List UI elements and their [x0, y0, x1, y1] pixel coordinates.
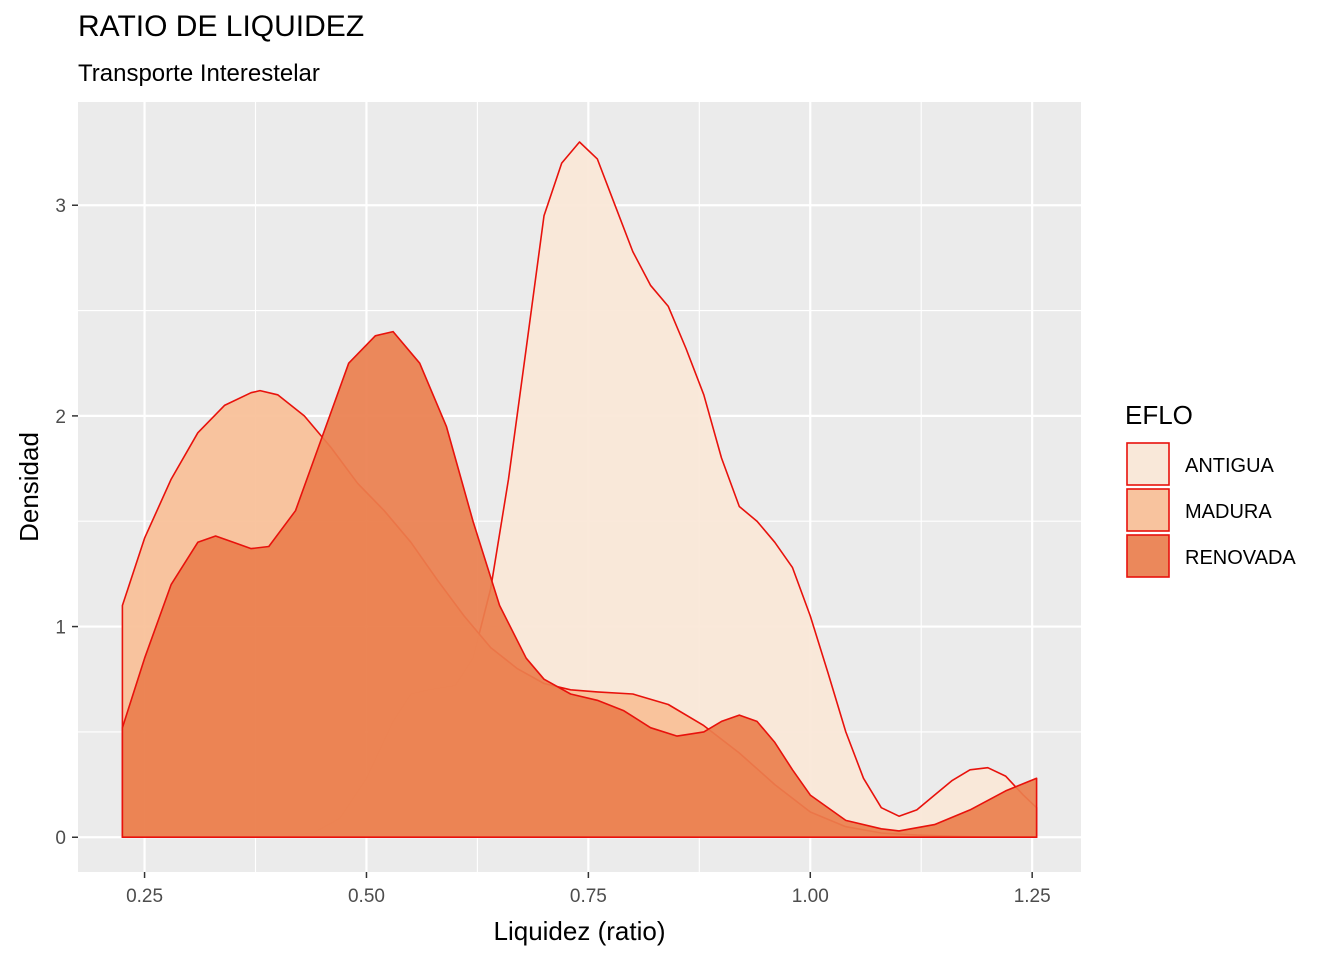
y-tick-label: 0 [55, 828, 66, 849]
y-tick-label: 1 [55, 618, 66, 639]
x-tick-label: 0.75 [570, 886, 607, 907]
x-axis-title: Liquidez (ratio) [494, 916, 666, 946]
y-axis: 0 1 2 3 [55, 196, 78, 849]
x-tick-label: 1.25 [1014, 886, 1051, 907]
legend-label: RENOVADA [1185, 547, 1296, 569]
y-axis-title: Densidad [14, 432, 44, 542]
chart-title: RATIO DE LIQUIDEZ [78, 10, 365, 43]
y-tick-label: 2 [55, 407, 66, 428]
x-tick-label: 0.50 [348, 886, 385, 907]
density-area-renovada [121, 330, 1038, 838]
legend-key-antigua [1126, 442, 1170, 486]
legend-label: ANTIGUA [1185, 455, 1275, 477]
x-tick-label: 0.25 [126, 886, 163, 907]
chart-subtitle: Transporte Interestelar [78, 60, 320, 87]
x-axis: 0.25 0.50 0.75 1.00 1.25 [126, 872, 1051, 907]
legend: EFLO ANTIGUA MADURA RENOVADA [1125, 400, 1296, 578]
legend-label: MADURA [1185, 501, 1272, 523]
legend-key-renovada [1126, 534, 1170, 578]
legend-key-madura [1126, 488, 1170, 532]
density-areas [121, 141, 1038, 838]
y-tick-label: 3 [55, 196, 66, 217]
x-tick-label: 1.00 [792, 886, 829, 907]
legend-title: EFLO [1125, 400, 1193, 430]
